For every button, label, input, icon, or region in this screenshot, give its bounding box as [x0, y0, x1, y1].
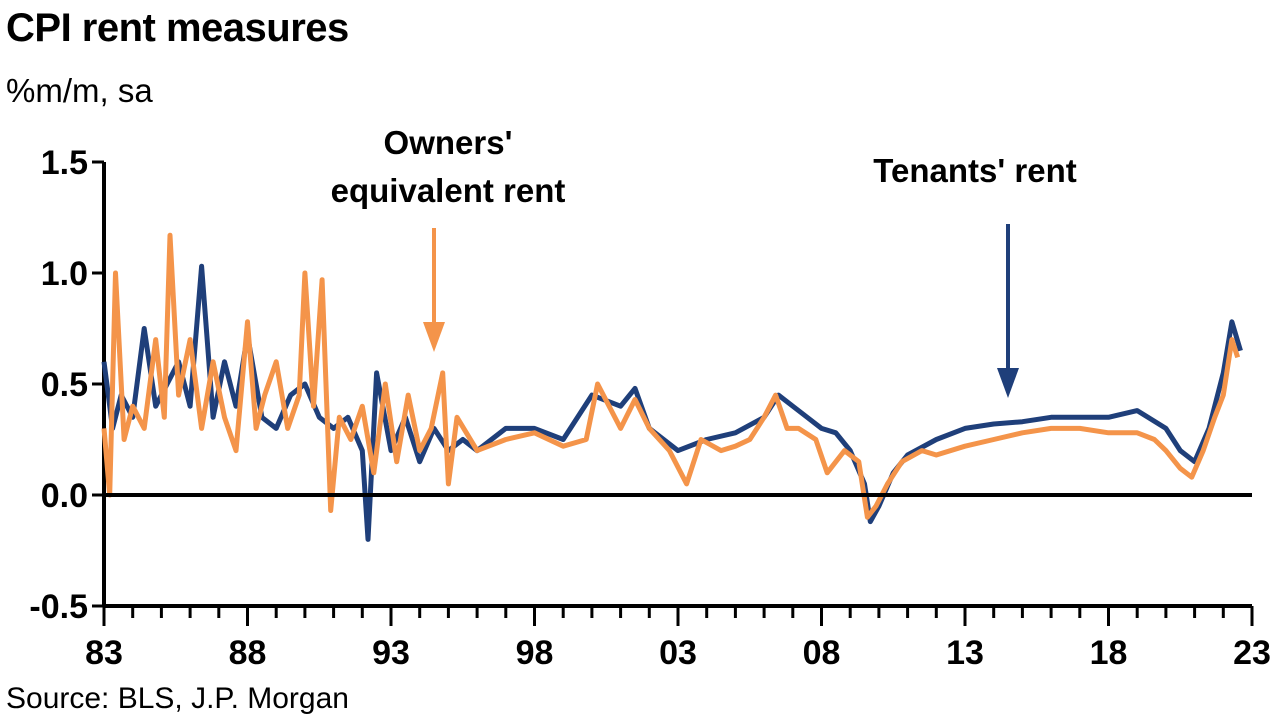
- annotation-layer: Owners' equivalent rent Tenants' rent: [331, 124, 1077, 398]
- x-tick-label: 83: [85, 634, 123, 672]
- arrow-head: [423, 322, 445, 352]
- y-tick-label: 0.5: [41, 366, 88, 404]
- y-tick-label: 1.0: [41, 255, 88, 293]
- oer-annotation-line1: Owners': [384, 124, 513, 161]
- x-tick-label: 08: [803, 634, 841, 672]
- x-tick-label: 93: [372, 634, 410, 672]
- x-tick-label: 88: [229, 634, 267, 672]
- y-tick-label: -0.5: [29, 588, 88, 626]
- tenants-arrow: [997, 224, 1019, 398]
- oer-line: [101, 232, 1241, 520]
- y-tick-label: 1.5: [41, 144, 88, 182]
- line-chart: -0.5 0.0 0.5 1.0 1.5 83 88 93 98 03 08 13 18 23 Owne…: [29, 124, 1271, 672]
- x-tick-label: 03: [659, 634, 697, 672]
- arrow-head: [997, 368, 1019, 398]
- y-axis: -0.5 0.0 0.5 1.0 1.5: [29, 144, 106, 626]
- x-axis: 83 88 93 98 03 08 13 18 23: [85, 604, 1271, 672]
- source-note: Source: BLS, J.P. Morgan: [6, 682, 349, 715]
- tenants-annotation: Tenants' rent: [873, 152, 1076, 189]
- x-tick-label: 23: [1233, 634, 1271, 672]
- chart-subtitle: %m/m, sa: [6, 72, 153, 109]
- x-tick-label: 98: [516, 634, 554, 672]
- tenants-rent-line: [101, 263, 1243, 542]
- chart-title: CPI rent measures: [6, 6, 349, 50]
- oer-arrow: [423, 228, 445, 352]
- oer-annotation-line2: equivalent rent: [331, 172, 566, 209]
- x-tick-label: 13: [946, 634, 984, 672]
- y-tick-label: 0.0: [41, 477, 88, 515]
- series-layer: [101, 232, 1252, 542]
- x-tick-label: 18: [1090, 634, 1128, 672]
